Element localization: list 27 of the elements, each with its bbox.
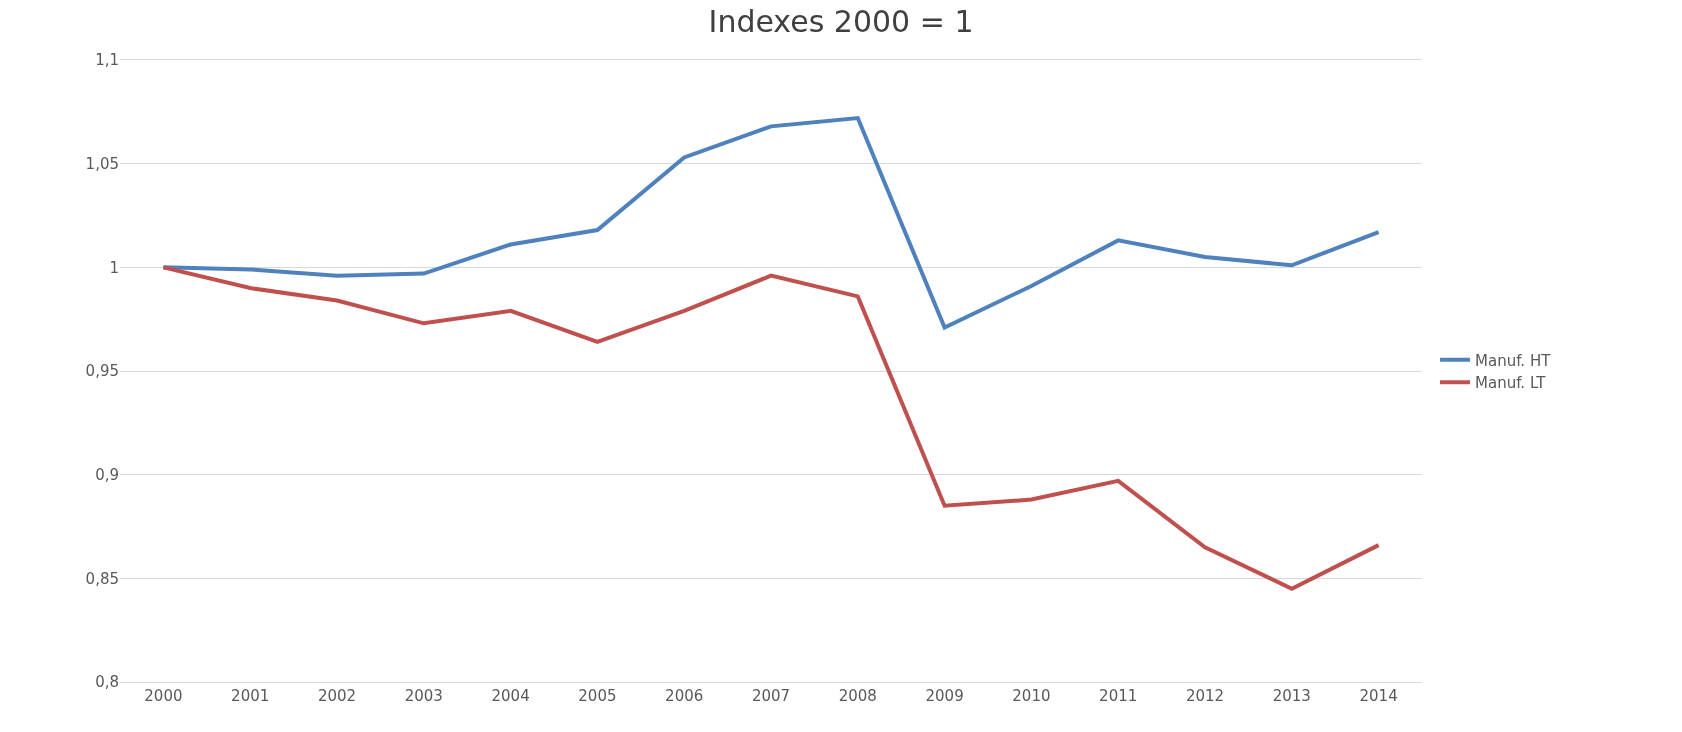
x-tick-label: 2008 bbox=[838, 687, 877, 705]
x-tick-label: 2002 bbox=[317, 687, 357, 705]
y-tick-label: 1 bbox=[109, 258, 119, 277]
y-tick-label: 0,9 bbox=[95, 465, 119, 484]
legend-label: Manuf. LT bbox=[1475, 374, 1547, 393]
line-series bbox=[161, 265, 1381, 591]
x-tick-label: 2012 bbox=[1185, 687, 1225, 705]
x-tick-label: 2013 bbox=[1272, 687, 1311, 705]
y-tick-label: 1,05 bbox=[85, 154, 119, 173]
chart-title: Indexes 2000 = 1 bbox=[708, 3, 974, 39]
x-tick-label: 2009 bbox=[925, 687, 964, 705]
y-tick-label: 0,8 bbox=[95, 673, 119, 692]
x-tick-label: 2007 bbox=[751, 687, 791, 705]
x-tick-label: 2005 bbox=[578, 687, 617, 705]
line-series bbox=[161, 116, 1381, 330]
x-tick-label: 2010 bbox=[1012, 687, 1051, 705]
x-tick-label: 2000 bbox=[144, 687, 183, 705]
legend-label: Manuf. HT bbox=[1475, 351, 1552, 370]
x-tick-label: 2001 bbox=[231, 687, 270, 705]
y-tick-label: 0,95 bbox=[85, 362, 119, 381]
y-tick-label: 0,85 bbox=[85, 569, 119, 588]
x-tick-label: 2014 bbox=[1359, 687, 1398, 705]
x-tick-label: 2011 bbox=[1099, 687, 1138, 705]
x-tick-label: 2003 bbox=[404, 687, 443, 705]
x-tick-label: 2006 bbox=[665, 687, 704, 705]
x-tick-label: 2004 bbox=[491, 687, 530, 705]
y-tick-label: 1,1 bbox=[95, 51, 119, 70]
